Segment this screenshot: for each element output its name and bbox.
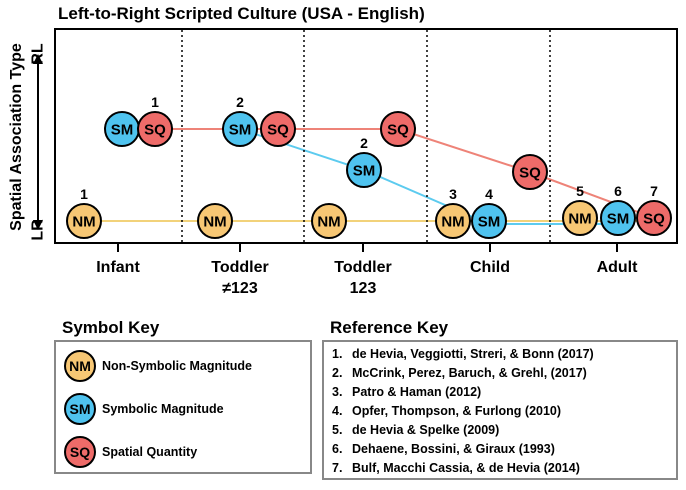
reference-item: 4. Opfer, Thompson, & Furlong (2010) bbox=[332, 404, 562, 418]
diagram-canvas: NM 1 SM SQ 1 NM SM 2 SQ NM SQ SM 2 NM 3 SM 4 SQ NM 5 SM 6 SQ 7 bbox=[33, 30, 672, 252]
symbol-key-label: Spatial Quantity bbox=[102, 445, 198, 459]
reference-key-heading: Reference Key bbox=[330, 318, 449, 337]
node-code-label: SM bbox=[111, 122, 134, 139]
symbol-key-heading: Symbol Key bbox=[62, 318, 160, 337]
node-code-label: SQ bbox=[643, 211, 665, 228]
node-code-label: SM bbox=[478, 214, 501, 231]
node-code-label: SQ bbox=[267, 122, 289, 139]
sm-node: SM 4 bbox=[471, 186, 507, 239]
nm-node-circle bbox=[197, 203, 233, 239]
node-code-label: SM bbox=[607, 211, 630, 228]
symbol-key-row-nm: NM Non-Symbolic Magnitude bbox=[64, 348, 252, 384]
nm-node: NM 1 bbox=[66, 186, 102, 239]
sq-node-circle bbox=[380, 111, 416, 147]
x-category-label-line: ≠123 bbox=[222, 280, 258, 297]
nm-node-circle bbox=[66, 203, 102, 239]
symbol-key-row-sq: SQ Spatial Quantity bbox=[64, 434, 197, 470]
reference-item: 3. Patro & Haman (2012) bbox=[332, 385, 482, 399]
sm-node: SM bbox=[104, 111, 140, 147]
sq-node-circle bbox=[512, 154, 548, 190]
reference-item: 1. de Hevia, Veggiotti, Streri, & Bonn (2… bbox=[332, 347, 594, 361]
nm-node-circle bbox=[562, 200, 598, 236]
sm-node-circle bbox=[346, 152, 382, 188]
node-code-label: SQ bbox=[519, 165, 541, 182]
node-reference-number: 1 bbox=[151, 94, 159, 110]
nm-node: NM bbox=[197, 203, 233, 239]
node-code-label: SM bbox=[229, 122, 252, 139]
reference-item: 7. Bulf, Macchi Cassia, & de Hevia (2014) bbox=[332, 461, 580, 475]
node-code-label: SQ bbox=[144, 122, 166, 139]
y-axis-arrowhead-down bbox=[33, 220, 43, 230]
node-code-label: NM bbox=[203, 214, 226, 231]
node-reference-number: 4 bbox=[485, 186, 493, 202]
reference-key-box: 1. de Hevia, Veggiotti, Streri, & Bonn (2… bbox=[322, 340, 678, 480]
node-reference-number: 3 bbox=[449, 186, 457, 202]
node-code-label: SQ bbox=[387, 122, 409, 139]
sq-node: SQ bbox=[512, 154, 548, 190]
x-category-label-line: 123 bbox=[349, 280, 377, 297]
symbol-key-label: Non-Symbolic Magnitude bbox=[102, 359, 252, 373]
node-reference-number: 6 bbox=[614, 183, 622, 199]
x-category-label-line: Toddler bbox=[211, 259, 269, 276]
nm-node-circle bbox=[435, 203, 471, 239]
nm-node: NM 3 bbox=[435, 186, 471, 239]
sm-node-circle bbox=[471, 203, 507, 239]
node-reference-number: 1 bbox=[80, 186, 88, 202]
symbol-key-row-sm: SM Symbolic Magnitude bbox=[64, 391, 224, 427]
x-category-label: Toddler ≠123 bbox=[185, 257, 295, 299]
x-category-label-line: Adult bbox=[596, 259, 638, 276]
sq-node: SQ 1 bbox=[137, 94, 173, 147]
x-category-label-line: Child bbox=[470, 259, 510, 276]
nm-node: NM 5 bbox=[562, 183, 598, 236]
sm-node-circle bbox=[222, 111, 258, 147]
reference-item: 6. Dehaene, Bossini, & Giraux (1993) bbox=[332, 442, 555, 456]
plot-frame bbox=[54, 28, 678, 244]
symbol-key-box: NM Non-Symbolic Magnitude SM Symbolic Ma… bbox=[54, 340, 312, 474]
node-reference-number: 5 bbox=[576, 183, 584, 199]
node-reference-number: 7 bbox=[650, 183, 658, 199]
sm-node: SM 2 bbox=[222, 94, 258, 147]
figure-title: Left-to-Right Scripted Culture (USA - En… bbox=[58, 4, 425, 23]
sq-node-circle bbox=[636, 200, 672, 236]
x-category-label: Infant bbox=[63, 257, 173, 278]
node-code-label: NM bbox=[72, 214, 95, 231]
sq-node: SQ 7 bbox=[636, 183, 672, 236]
nm-node-circle bbox=[311, 203, 347, 239]
y-axis-arrowhead-up bbox=[33, 54, 43, 64]
sm-node: SM 6 bbox=[600, 183, 636, 236]
nm-symbol-icon: NM bbox=[64, 350, 96, 382]
nm-node: NM bbox=[311, 203, 347, 239]
sq-node: SQ bbox=[380, 111, 416, 147]
node-code-label: NM bbox=[441, 214, 464, 231]
x-category-label: Adult bbox=[562, 257, 672, 278]
sq-symbol-icon: SQ bbox=[64, 436, 96, 468]
reference-item: 2. McCrink, Perez, Baruch, & Grehl, (2017… bbox=[332, 366, 587, 380]
node-code-label: NM bbox=[317, 214, 340, 231]
x-category-label-line: Toddler bbox=[334, 259, 392, 276]
sq-node-circle bbox=[260, 111, 296, 147]
node-code-label: NM bbox=[568, 211, 591, 228]
sm-node-circle bbox=[600, 200, 636, 236]
x-category-label: Toddler 123 bbox=[308, 257, 418, 299]
node-reference-number: 2 bbox=[236, 94, 244, 110]
sm-node: SM 2 bbox=[346, 135, 382, 188]
sq-node-circle bbox=[137, 111, 173, 147]
x-category-label-line: Infant bbox=[96, 259, 140, 276]
sq-node: SQ bbox=[260, 111, 296, 147]
x-category-label: Child bbox=[435, 257, 545, 278]
sm-symbol-icon: SM bbox=[64, 393, 96, 425]
symbol-key-label: Symbolic Magnitude bbox=[102, 402, 224, 416]
reference-item: 5. de Hevia & Spelke (2009) bbox=[332, 423, 500, 437]
node-code-label: SM bbox=[353, 163, 376, 180]
node-reference-number: 2 bbox=[360, 135, 368, 151]
